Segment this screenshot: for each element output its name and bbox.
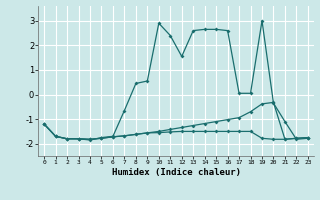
X-axis label: Humidex (Indice chaleur): Humidex (Indice chaleur): [111, 168, 241, 177]
